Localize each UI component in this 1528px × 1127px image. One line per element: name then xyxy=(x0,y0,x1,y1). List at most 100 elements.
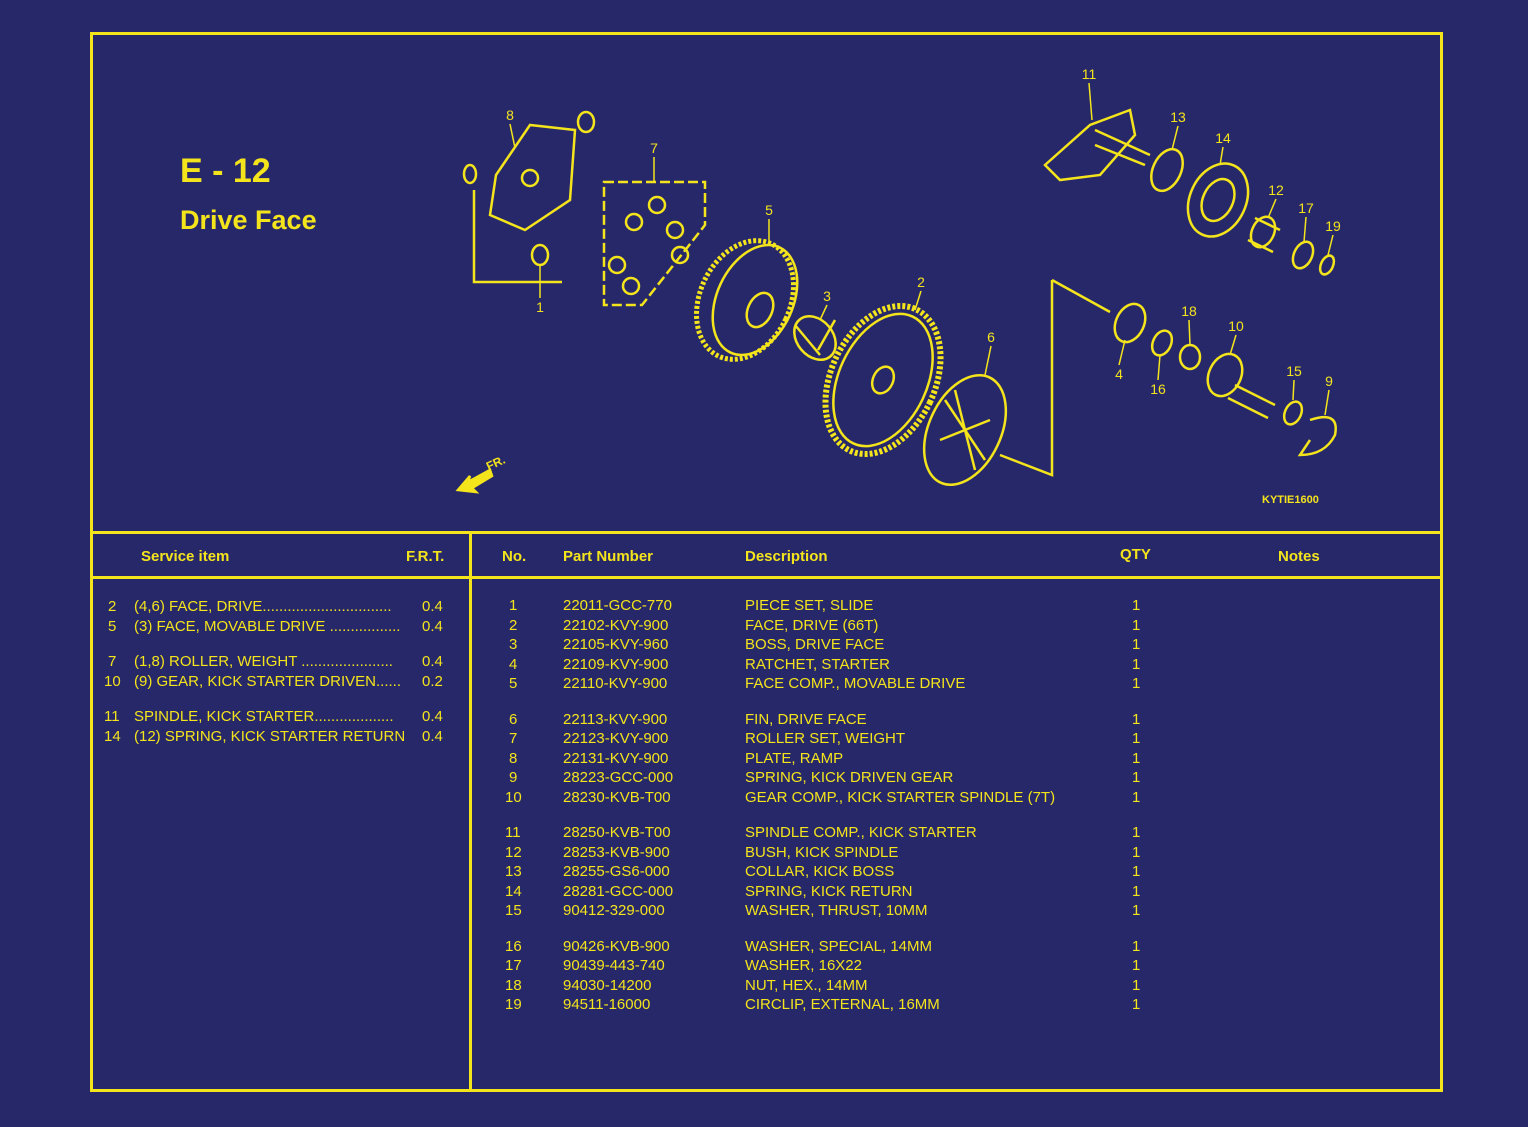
service-row-item: (1,8) ROLLER, WEIGHT ...................… xyxy=(134,653,393,670)
part-row-number: 7 xyxy=(509,730,518,748)
kick-gear xyxy=(1206,352,1244,398)
diagram-code: KYTIE1600 xyxy=(1262,494,1319,506)
page-frame xyxy=(90,32,1443,1092)
callout-number: 13 xyxy=(1170,109,1186,125)
callout-number: 15 xyxy=(1286,363,1302,379)
callout-number: 5 xyxy=(765,202,773,218)
washer xyxy=(1291,240,1315,270)
service-row-frt: 0.4 xyxy=(422,598,443,615)
part-number: 22011-GCC-770 xyxy=(563,597,672,614)
part-description: SPRING, KICK DRIVEN GEAR xyxy=(745,769,954,787)
part-qty: 1 xyxy=(1132,616,1141,634)
part-description: RATCHET, STARTER xyxy=(745,655,891,673)
frt-header: F.R.T. xyxy=(406,548,445,565)
callout-number: 7 xyxy=(650,140,658,156)
washer-special xyxy=(1150,329,1174,357)
part-description: FIN, DRIVE FACE xyxy=(745,710,867,728)
bracket-line xyxy=(1051,278,1111,314)
part-qty: 1 xyxy=(1132,824,1141,841)
service-row-item: SPINDLE, KICK STARTER................... xyxy=(134,708,394,725)
roller xyxy=(624,212,644,232)
part-qty: 1 xyxy=(1132,843,1141,861)
service-row-item: (9) GEAR, KICK STARTER DRIVEN...... xyxy=(134,673,401,690)
roller xyxy=(647,195,667,215)
part-qty: 1 xyxy=(1132,976,1141,994)
part-number: 28281-GCC-000 xyxy=(563,882,674,900)
part-row-number: 11 xyxy=(505,824,521,841)
bracket-line xyxy=(472,190,562,284)
callout-number: 4 xyxy=(1115,366,1123,382)
callout-number: 12 xyxy=(1268,182,1284,198)
part-description: CIRCLIP, EXTERNAL, 16MM xyxy=(745,996,940,1014)
callout-number: 1 xyxy=(536,299,544,315)
part-qty: 1 xyxy=(1132,597,1141,614)
part-number: 22131-KVY-900 xyxy=(563,749,669,767)
circlip xyxy=(1318,254,1336,276)
part-number: 22102-KVY-900 xyxy=(563,616,669,634)
part-description: FACE COMP., MOVABLE DRIVE xyxy=(745,675,966,693)
ramp-plate-hub xyxy=(520,168,540,188)
part-row-number: 19 xyxy=(505,996,522,1014)
drive-face xyxy=(832,312,934,448)
service-row-frt: 0.2 xyxy=(422,673,443,690)
service-row-item: (4,6) FACE, DRIVE.......................… xyxy=(134,598,392,615)
part-description: PIECE SET, SLIDE xyxy=(745,597,874,614)
part-qty: 1 xyxy=(1132,996,1141,1014)
part-row-number: 9 xyxy=(509,769,518,787)
part-description: SPINDLE COMP., KICK STARTER xyxy=(745,824,977,841)
service-row-frt: 0.4 xyxy=(422,653,443,670)
movable-face xyxy=(711,243,799,357)
part-row-number: 1 xyxy=(509,597,518,614)
service-row-number: 7 xyxy=(108,653,117,670)
kick-spring xyxy=(1186,162,1250,238)
part-description: BUSH, KICK SPINDLE xyxy=(745,843,899,861)
part-row-number: 6 xyxy=(509,710,518,728)
part-qty: 1 xyxy=(1132,710,1141,728)
callout-number: 16 xyxy=(1150,381,1166,397)
part-row-number: 8 xyxy=(509,749,518,767)
part-number: 28223-GCC-000 xyxy=(563,769,674,787)
roller xyxy=(670,245,690,265)
part-row-number: 16 xyxy=(505,937,522,955)
part-qty: 1 xyxy=(1132,730,1141,748)
collar xyxy=(1150,147,1184,193)
divider xyxy=(469,531,472,1089)
part-qty: 1 xyxy=(1132,788,1141,806)
part-qty: 1 xyxy=(1132,675,1141,693)
service-row-frt: 0.4 xyxy=(422,618,443,635)
part-number: 28230-KVB-T00 xyxy=(563,788,671,806)
part-number: 90426-KVB-900 xyxy=(563,937,670,955)
callout-leaders xyxy=(509,82,1334,416)
part-number: 90412-329-000 xyxy=(563,902,665,920)
callout-number: 10 xyxy=(1228,318,1244,334)
part-qty: 1 xyxy=(1132,957,1141,975)
part-number: 22123-KVY-900 xyxy=(563,730,669,748)
part-number: 28253-KVB-900 xyxy=(563,843,670,861)
fin-vanes xyxy=(939,389,991,471)
movable-face-teeth xyxy=(694,238,796,362)
part-description: WASHER, 16X22 xyxy=(745,957,862,975)
hex-nut xyxy=(1178,343,1202,371)
front-arrow-icon xyxy=(455,468,494,494)
qty-header: QTY xyxy=(1120,546,1151,563)
service-row-frt: 0.4 xyxy=(422,728,443,745)
part-number: 94511-16000 xyxy=(563,996,651,1014)
part-description: FACE, DRIVE (66T) xyxy=(745,616,879,634)
divider xyxy=(90,531,1443,534)
part-qty: 1 xyxy=(1132,937,1141,955)
description-header: Description xyxy=(745,548,828,565)
roller-set-box xyxy=(602,180,707,307)
part-row-number: 5 xyxy=(509,675,518,693)
part-row-number: 4 xyxy=(509,655,518,673)
part-number: 94030-14200 xyxy=(563,976,652,994)
exploded-diagram xyxy=(455,82,1337,494)
part-qty: 1 xyxy=(1132,902,1141,920)
part-row-number: 13 xyxy=(505,863,522,881)
slide-piece xyxy=(462,163,478,185)
part-row-number: 14 xyxy=(505,882,522,900)
part-number-header: Part Number xyxy=(563,548,654,565)
callout-number: 3 xyxy=(823,288,831,304)
part-row-number: 18 xyxy=(505,976,522,994)
part-qty: 1 xyxy=(1132,749,1141,767)
callout-number: 14 xyxy=(1215,130,1231,146)
